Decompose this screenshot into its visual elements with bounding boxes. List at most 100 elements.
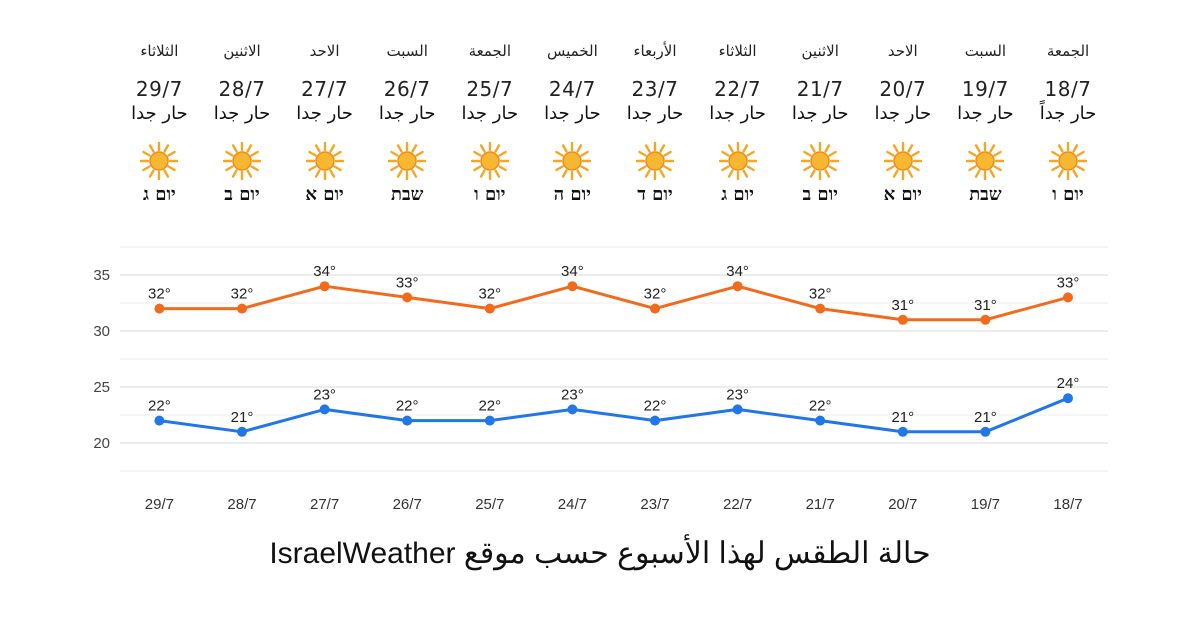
- day-hebrew: יום ו: [1052, 184, 1084, 205]
- day-condition: حار جدا: [874, 103, 932, 124]
- data-label: 21°: [891, 409, 914, 426]
- sun-icon: [305, 141, 344, 181]
- x-tick-label: 28/7: [227, 496, 256, 513]
- data-label: 22°: [148, 398, 171, 415]
- data-label: 23°: [726, 386, 749, 403]
- day-date: 20/7: [879, 77, 927, 101]
- day-hebrew: יום ו: [474, 184, 506, 205]
- day-name: الاحد: [887, 42, 918, 60]
- data-point: [897, 426, 908, 437]
- data-label: 33°: [1057, 274, 1080, 291]
- sun-icon: [553, 141, 592, 181]
- data-label: 22°: [396, 398, 419, 415]
- x-tick-label: 26/7: [393, 496, 422, 513]
- sun-icon: [222, 141, 262, 181]
- day-hebrew: יום ה: [553, 184, 591, 205]
- data-point: [980, 426, 991, 437]
- data-point: [154, 303, 165, 314]
- data-point: [815, 415, 826, 426]
- day-name: الأربعاء: [633, 42, 677, 60]
- sun-icon: [966, 141, 1005, 181]
- y-tick-label: 25: [93, 379, 110, 396]
- day-date: 27/7: [301, 77, 349, 101]
- day-hebrew: יום ג: [143, 184, 176, 205]
- day-name: الخميس: [547, 42, 598, 60]
- data-point: [237, 426, 247, 437]
- day-name: الاحد: [309, 42, 340, 60]
- footer-caption: حالة الطقس لهذا الأسبوع حسب موقع IsraelW…: [269, 537, 931, 570]
- data-label: 23°: [313, 386, 336, 403]
- data-point: [484, 303, 495, 314]
- sun-icon: [635, 141, 675, 181]
- data-point: [237, 303, 247, 314]
- day-name: الجمعة: [1046, 42, 1090, 60]
- day-date: 22/7: [714, 77, 762, 101]
- day-condition: حار جدا: [957, 103, 1014, 124]
- data-label: 34°: [313, 263, 336, 280]
- day-condition: حار جدا: [626, 103, 684, 124]
- day-hebrew: שבת: [390, 184, 424, 205]
- data-point: [567, 281, 578, 292]
- data-point: [154, 415, 165, 426]
- data-point: [980, 314, 991, 325]
- day-name: السبت: [386, 42, 428, 60]
- data-point: [484, 415, 495, 426]
- sun-icon: [387, 141, 427, 181]
- data-label: 21°: [231, 409, 254, 426]
- data-label: 24°: [1057, 375, 1080, 392]
- x-tick-label: 24/7: [558, 496, 587, 513]
- data-point: [815, 303, 826, 314]
- data-point: [402, 292, 413, 303]
- data-label: 22°: [809, 398, 832, 415]
- day-date: 21/7: [796, 77, 844, 101]
- data-label: 32°: [231, 286, 254, 303]
- x-tick-label: 21/7: [806, 496, 835, 513]
- x-tick-label: 29/7: [145, 496, 174, 513]
- data-label: 22°: [644, 398, 667, 415]
- day-condition: حار جدا: [213, 103, 271, 124]
- y-tick-label: 20: [93, 435, 110, 452]
- data-point: [650, 303, 660, 314]
- data-label: 31°: [891, 297, 914, 314]
- day-date: 19/7: [961, 77, 1009, 101]
- day-name: الجمعة: [468, 42, 511, 60]
- day-condition: حار جدا: [131, 103, 188, 124]
- day-name: الثلاثاء: [718, 42, 757, 60]
- day-condition: حار جدا: [791, 103, 849, 124]
- data-point: [1063, 393, 1073, 404]
- sun-icon: [1048, 141, 1088, 181]
- day-date: 28/7: [218, 77, 266, 101]
- x-tick-label: 18/7: [1053, 496, 1082, 513]
- data-label: 32°: [644, 286, 667, 303]
- data-label: 32°: [809, 286, 832, 303]
- data-point: [897, 314, 908, 325]
- x-tick-label: 23/7: [640, 496, 669, 513]
- data-label: 31°: [974, 297, 997, 314]
- data-label: 34°: [561, 263, 584, 280]
- day-name: الثلاثاء: [140, 42, 179, 60]
- data-point: [732, 404, 743, 415]
- day-name: الاثنين: [223, 42, 261, 60]
- day-condition: حار جدا: [461, 103, 519, 124]
- y-tick-label: 35: [93, 267, 110, 284]
- day-date: 26/7: [383, 77, 431, 101]
- temperature-chart: 20 25 30 35 18/7 19/7 20/7 21/7 22/7 23/7 24/7 25/7…: [93, 246, 1108, 513]
- data-point: [650, 415, 660, 426]
- sun-icon: [470, 141, 509, 181]
- sun-icon: [800, 141, 840, 181]
- x-tick-label: 25/7: [475, 496, 504, 513]
- day-date: 23/7: [631, 77, 679, 101]
- data-point: [402, 415, 413, 426]
- data-point: [567, 404, 578, 415]
- data-label: 32°: [478, 286, 501, 303]
- series-line: [159, 284, 1069, 322]
- data-point: [319, 281, 330, 292]
- day-condition: حار جدا: [544, 103, 601, 124]
- data-point: [732, 281, 743, 292]
- day-condition: حار جدا: [709, 103, 766, 124]
- data-point: [1063, 292, 1073, 303]
- day-condition: حار جدا: [296, 103, 353, 124]
- y-tick-label: 30: [93, 323, 110, 340]
- day-hebrew: יום ג: [721, 184, 754, 205]
- forecast-strip: الجمعة 18/7 حار جداً יום ו السبت 19/7 حار جدا ש…: [0, 0, 1200, 230]
